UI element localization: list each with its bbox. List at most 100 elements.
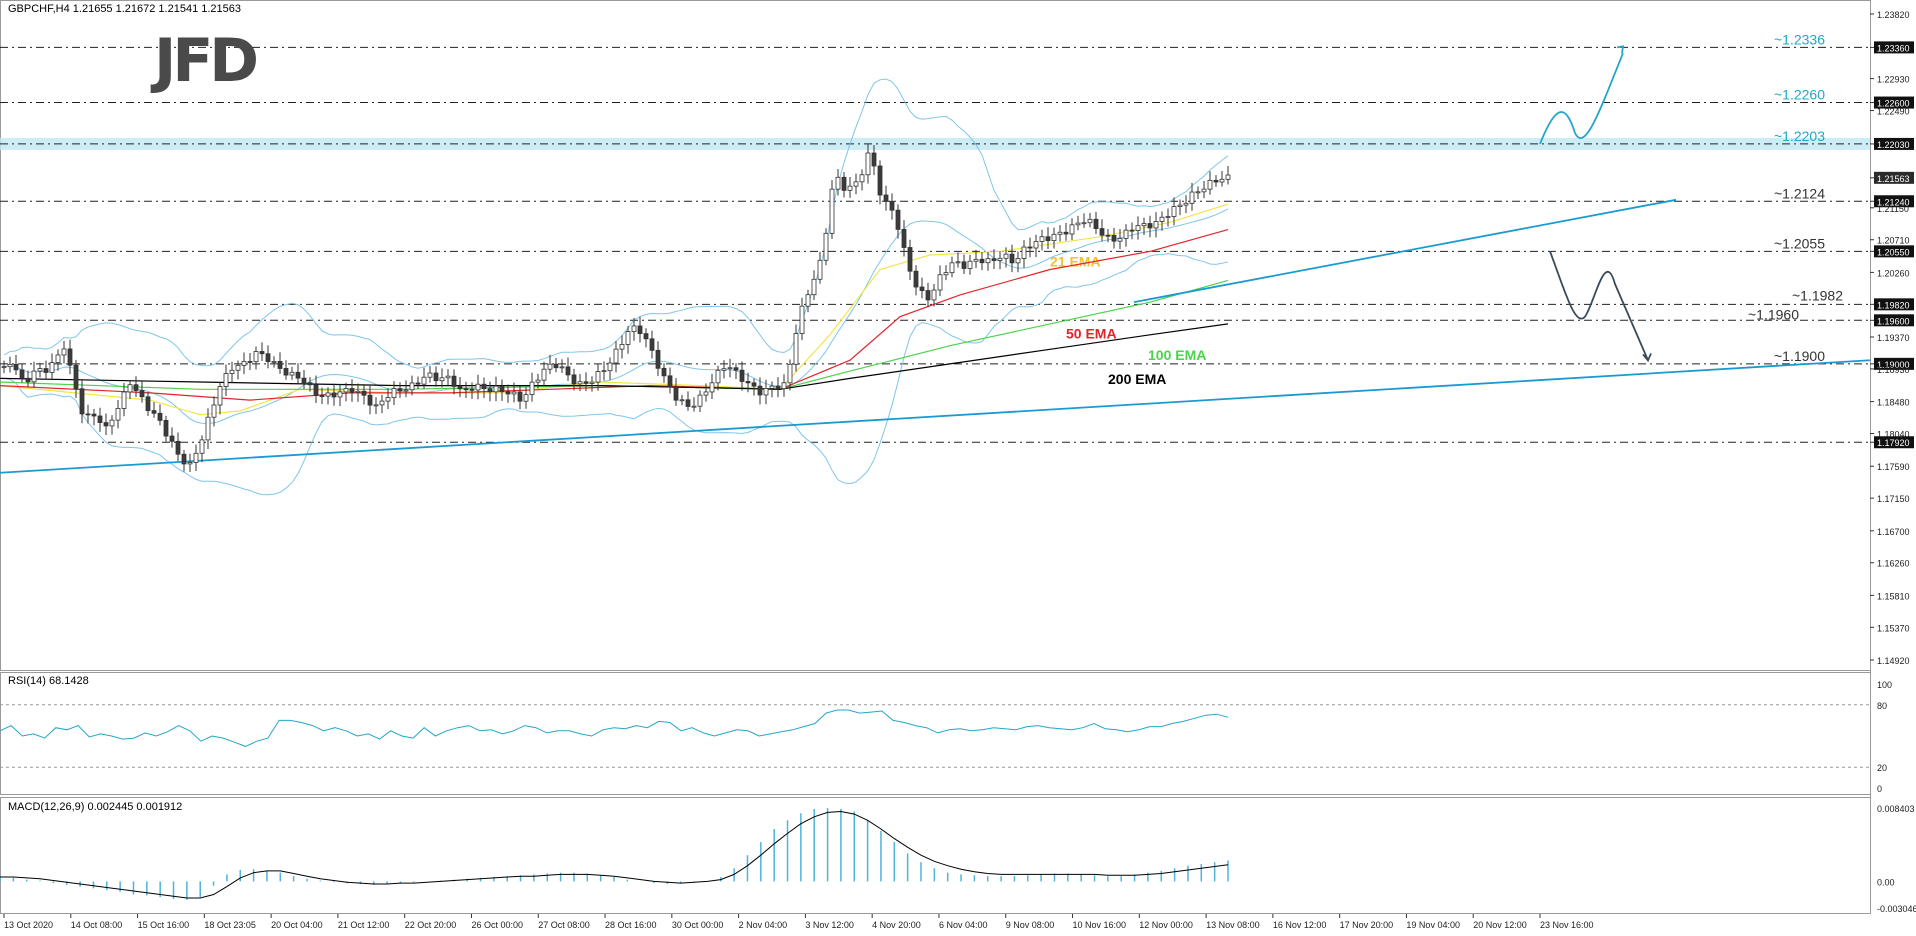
candle-body [187, 462, 193, 465]
candle [559, 359, 565, 373]
candle-body [133, 384, 139, 391]
price-axis [1870, 0, 1916, 936]
candle [1165, 208, 1171, 227]
candle-body [805, 294, 811, 307]
candle [373, 397, 379, 414]
candle [637, 316, 643, 343]
bollinger-middle [3, 208, 1229, 425]
candle [901, 220, 907, 257]
candle-body [817, 259, 823, 280]
x-tick-label: 13 Oct 2020 [4, 920, 53, 930]
candle-body [487, 388, 493, 393]
y-tick-label: 1.23360 [1877, 43, 1910, 53]
candle [979, 252, 985, 271]
candle-body [295, 371, 301, 379]
candle [19, 363, 25, 383]
candle-body [961, 261, 967, 269]
candle [391, 381, 397, 406]
x-tick-label: 20 Nov 12:00 [1473, 920, 1527, 930]
candle-body [841, 176, 847, 191]
ema-label: 200 EMA [1108, 371, 1166, 387]
candle [1057, 225, 1063, 242]
candle [739, 361, 745, 391]
candle [1039, 229, 1045, 251]
candle-body [595, 371, 601, 383]
candle-body [79, 388, 85, 415]
candle [577, 373, 583, 392]
candle [289, 366, 295, 380]
candle-body [667, 375, 673, 388]
candle [1117, 229, 1123, 250]
candle-body [871, 152, 877, 167]
candle-body [955, 261, 961, 264]
candle-body [97, 415, 103, 423]
candle [679, 394, 685, 406]
candle [103, 413, 109, 435]
candle [961, 254, 967, 275]
candle [865, 143, 871, 184]
candle-body [433, 372, 439, 382]
candle [1099, 219, 1105, 242]
rsi-tick-label: 100 [1877, 680, 1892, 690]
y-tick-box [1874, 41, 1914, 54]
rsi-info: RSI(14) 68.1428 [8, 675, 89, 687]
candle-body [217, 386, 223, 406]
candle-body [835, 176, 841, 190]
candle-body [925, 290, 931, 301]
x-tick-label: 12 Nov 00:00 [1139, 920, 1193, 930]
candle-body [19, 369, 25, 379]
candle [1129, 222, 1135, 240]
candle-body [7, 363, 13, 368]
candle-body [403, 389, 409, 392]
candle-body [1093, 218, 1099, 229]
candle-body [1099, 228, 1105, 236]
candle-body [1021, 246, 1027, 259]
candle [445, 369, 451, 386]
candle-body [31, 370, 37, 383]
candle-body [991, 258, 997, 261]
candle-body [1027, 246, 1033, 249]
candle [493, 376, 499, 402]
candle-body [145, 396, 151, 411]
candle-body [259, 351, 265, 355]
candle-body [55, 354, 61, 364]
y-tick-label: 1.22490 [1877, 107, 1910, 117]
level-label: ~1.1960 [1748, 306, 1799, 322]
candle-body [241, 361, 247, 366]
candle-body [331, 392, 337, 398]
x-tick-label: 18 Oct 23:05 [204, 920, 256, 930]
candle-body [319, 395, 325, 397]
candle-body [541, 368, 547, 381]
candle [601, 361, 607, 381]
candle [781, 374, 787, 397]
candle-body [325, 392, 331, 397]
candle [163, 415, 169, 442]
macd-panel [0, 797, 1871, 914]
candle-body [601, 370, 607, 373]
y-tick-label: 1.17920 [1877, 438, 1910, 448]
candle [1207, 171, 1213, 195]
candle-body [103, 422, 109, 427]
candle [481, 377, 487, 399]
x-tick-label: 27 Oct 08:00 [538, 920, 590, 930]
candle-body [253, 351, 259, 363]
candle [415, 376, 421, 389]
candle [553, 358, 559, 373]
y-tick-label: 1.21240 [1877, 197, 1910, 207]
candle [1183, 195, 1189, 214]
x-tick-label: 28 Oct 16:00 [605, 920, 657, 930]
level-label: ~1.2336 [1774, 31, 1825, 47]
candle-body [205, 416, 211, 441]
candle [217, 381, 223, 415]
candle-body [529, 381, 535, 396]
candle-body [307, 382, 313, 386]
candle [631, 317, 637, 341]
candle [433, 366, 439, 387]
candle-body [1171, 206, 1177, 217]
x-tick-label: 13 Nov 08:00 [1206, 920, 1260, 930]
candle-body [85, 413, 91, 416]
candle-body [901, 228, 907, 248]
candle-body [49, 362, 55, 373]
candle [223, 364, 229, 396]
candle [841, 172, 847, 198]
